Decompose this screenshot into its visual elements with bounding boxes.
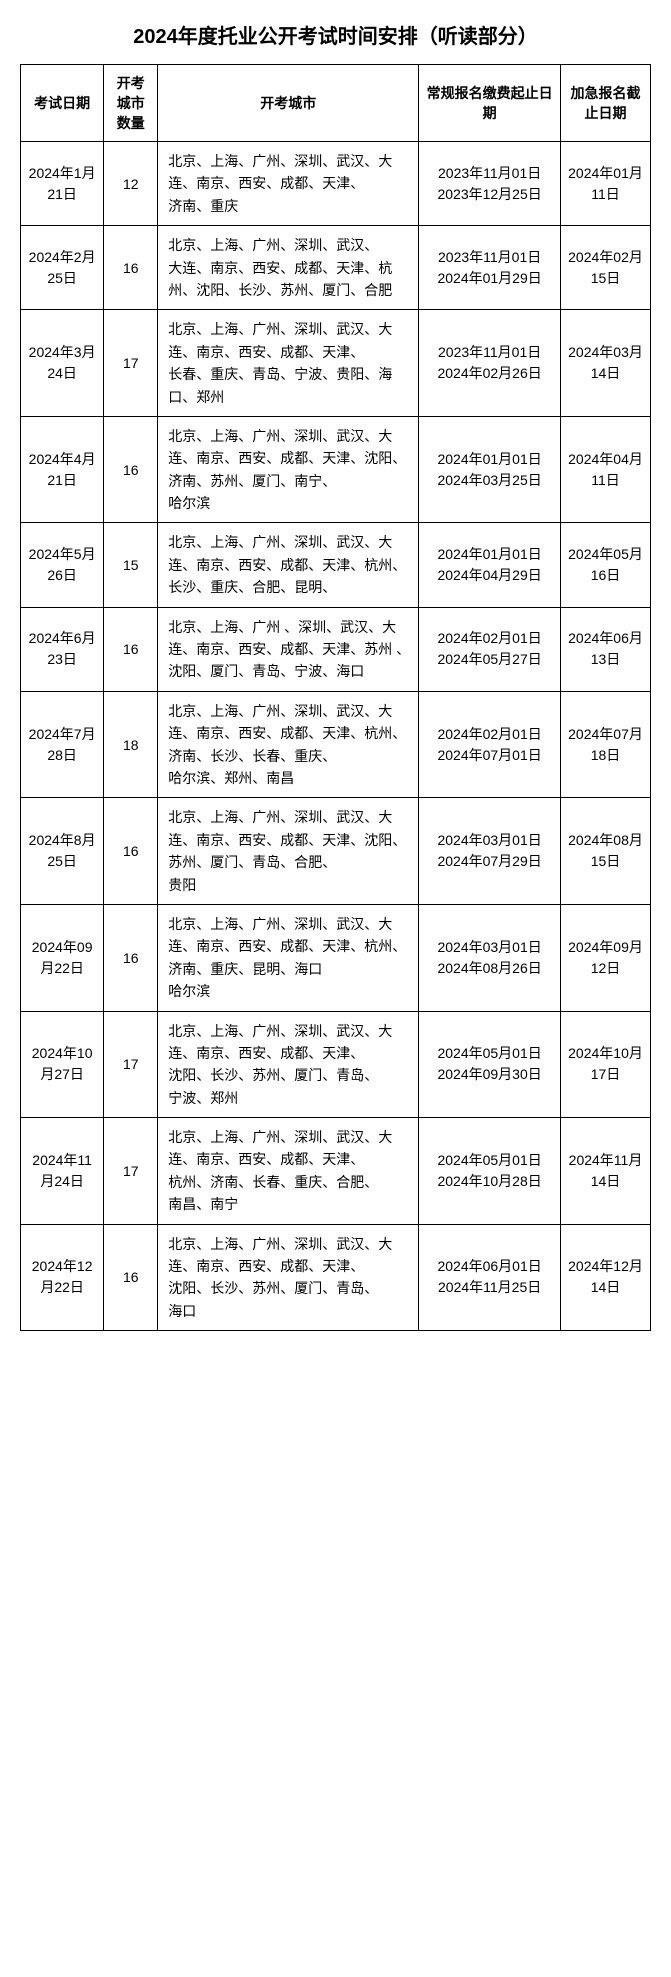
cell-city-count: 17 xyxy=(104,310,158,417)
cell-city-count: 16 xyxy=(104,416,158,523)
cell-cities: 北京、上海、广州、深圳、武汉、大连、南京、西安、成都、天津、沈阳、苏州、厦门、青… xyxy=(158,798,419,905)
table-body: 2024年1月21日12北京、上海、广州、深圳、武汉、大连、南京、西安、成都、天… xyxy=(21,142,651,1331)
cell-cities: 北京、上海、广州、深圳、武汉、大连、南京、西安、成都、天津、沈阳、长沙、苏州、厦… xyxy=(158,1011,419,1118)
table-row: 2024年2月25日16北京、上海、广州、深圳、武汉、大连、南京、西安、成都、天… xyxy=(21,226,651,310)
cell-regular-period: 2023年11月01日2023年12月25日 xyxy=(419,142,561,226)
table-row: 2024年3月24日17北京、上海、广州、深圳、武汉、大连、南京、西安、成都、天… xyxy=(21,310,651,417)
table-row: 2024年7月28日18北京、上海、广州、深圳、武汉、大连、南京、西安、成都、天… xyxy=(21,691,651,798)
cell-exam-date: 2024年8月25日 xyxy=(21,798,104,905)
table-row: 2024年12月22日16北京、上海、广州、深圳、武汉、大连、南京、西安、成都、… xyxy=(21,1224,651,1331)
cell-regular-period: 2024年01月01日2024年03月25日 xyxy=(419,416,561,523)
cell-exam-date: 2024年10月27日 xyxy=(21,1011,104,1118)
cell-urgent-deadline: 2024年08月15日 xyxy=(561,798,651,905)
cell-regular-period: 2024年03月01日2024年07月29日 xyxy=(419,798,561,905)
header-exam-date: 考试日期 xyxy=(21,65,104,142)
table-row: 2024年11月24日17北京、上海、广州、深圳、武汉、大连、南京、西安、成都、… xyxy=(21,1118,651,1225)
table-header-row: 考试日期 开考城市数量 开考城市 常规报名缴费起止日期 加急报名截止日期 xyxy=(21,65,651,142)
cell-urgent-deadline: 2024年11月14日 xyxy=(561,1118,651,1225)
cell-urgent-deadline: 2024年06月13日 xyxy=(561,607,651,691)
cell-urgent-deadline: 2024年01月11日 xyxy=(561,142,651,226)
exam-schedule-table: 考试日期 开考城市数量 开考城市 常规报名缴费起止日期 加急报名截止日期 202… xyxy=(20,64,651,1331)
table-row: 2024年5月26日15北京、上海、广州、深圳、武汉、大连、南京、西安、成都、天… xyxy=(21,523,651,607)
cell-city-count: 17 xyxy=(104,1118,158,1225)
cell-cities: 北京、上海、广州、深圳、武汉、大连、南京、西安、成都、天津、杭州、长沙、重庆、合… xyxy=(158,523,419,607)
cell-exam-date: 2024年6月23日 xyxy=(21,607,104,691)
cell-urgent-deadline: 2024年02月15日 xyxy=(561,226,651,310)
cell-regular-period: 2024年05月01日2024年09月30日 xyxy=(419,1011,561,1118)
cell-exam-date: 2024年12月22日 xyxy=(21,1224,104,1331)
cell-city-count: 16 xyxy=(104,607,158,691)
cell-city-count: 18 xyxy=(104,691,158,798)
cell-urgent-deadline: 2024年10月17日 xyxy=(561,1011,651,1118)
table-row: 2024年1月21日12北京、上海、广州、深圳、武汉、大连、南京、西安、成都、天… xyxy=(21,142,651,226)
cell-exam-date: 2024年5月26日 xyxy=(21,523,104,607)
cell-cities: 北京、上海、广州、深圳、武汉、大连、南京、西安、成都、天津、杭州、济南、长沙、长… xyxy=(158,691,419,798)
cell-city-count: 16 xyxy=(104,1224,158,1331)
cell-exam-date: 2024年11月24日 xyxy=(21,1118,104,1225)
cell-regular-period: 2023年11月01日2024年01月29日 xyxy=(419,226,561,310)
cell-cities: 北京、上海、广州、深圳、武汉、大连、南京、西安、成都、天津、沈阳、长沙、苏州、厦… xyxy=(158,1224,419,1331)
cell-city-count: 12 xyxy=(104,142,158,226)
cell-cities: 北京、上海、广州、深圳、武汉、大连、南京、西安、成都、天津、杭州、沈阳、长沙、苏… xyxy=(158,226,419,310)
cell-cities: 北京、上海、广州 、深圳、武汉、大连、南京、西安、成都、天津、苏州 、沈阳、厦门… xyxy=(158,607,419,691)
cell-regular-period: 2024年01月01日2024年04月29日 xyxy=(419,523,561,607)
table-row: 2024年8月25日16北京、上海、广州、深圳、武汉、大连、南京、西安、成都、天… xyxy=(21,798,651,905)
cell-exam-date: 2024年3月24日 xyxy=(21,310,104,417)
cell-cities: 北京、上海、广州、深圳、武汉、大连、南京、西安、成都、天津、杭州、济南、长春、重… xyxy=(158,1118,419,1225)
header-regular-period: 常规报名缴费起止日期 xyxy=(419,65,561,142)
cell-urgent-deadline: 2024年03月14日 xyxy=(561,310,651,417)
cell-cities: 北京、上海、广州、深圳、武汉、大连、南京、西安、成都、天津、沈阳、济南、苏州、厦… xyxy=(158,416,419,523)
cell-city-count: 16 xyxy=(104,904,158,1011)
cell-exam-date: 2024年09月22日 xyxy=(21,904,104,1011)
header-city-count: 开考城市数量 xyxy=(104,65,158,142)
header-urgent-deadline: 加急报名截止日期 xyxy=(561,65,651,142)
table-row: 2024年09月22日16北京、上海、广州、深圳、武汉、大连、南京、西安、成都、… xyxy=(21,904,651,1011)
cell-regular-period: 2024年06月01日2024年11月25日 xyxy=(419,1224,561,1331)
cell-urgent-deadline: 2024年05月16日 xyxy=(561,523,651,607)
cell-exam-date: 2024年4月21日 xyxy=(21,416,104,523)
cell-regular-period: 2024年02月01日2024年05月27日 xyxy=(419,607,561,691)
table-row: 2024年6月23日16北京、上海、广州 、深圳、武汉、大连、南京、西安、成都、… xyxy=(21,607,651,691)
cell-exam-date: 2024年2月25日 xyxy=(21,226,104,310)
cell-regular-period: 2024年03月01日2024年08月26日 xyxy=(419,904,561,1011)
cell-exam-date: 2024年1月21日 xyxy=(21,142,104,226)
page-title: 2024年度托业公开考试时间安排（听读部分） xyxy=(20,20,651,49)
cell-regular-period: 2023年11月01日2024年02月26日 xyxy=(419,310,561,417)
cell-cities: 北京、上海、广州、深圳、武汉、大连、南京、西安、成都、天津、长春、重庆、青岛、宁… xyxy=(158,310,419,417)
cell-urgent-deadline: 2024年12月14日 xyxy=(561,1224,651,1331)
cell-cities: 北京、上海、广州、深圳、武汉、大连、南京、西安、成都、天津、杭州、济南、重庆、昆… xyxy=(158,904,419,1011)
header-cities: 开考城市 xyxy=(158,65,419,142)
cell-exam-date: 2024年7月28日 xyxy=(21,691,104,798)
cell-cities: 北京、上海、广州、深圳、武汉、大连、南京、西安、成都、天津、济南、重庆 xyxy=(158,142,419,226)
cell-city-count: 16 xyxy=(104,226,158,310)
cell-city-count: 15 xyxy=(104,523,158,607)
cell-urgent-deadline: 2024年07月18日 xyxy=(561,691,651,798)
table-row: 2024年4月21日16北京、上海、广州、深圳、武汉、大连、南京、西安、成都、天… xyxy=(21,416,651,523)
cell-city-count: 17 xyxy=(104,1011,158,1118)
cell-urgent-deadline: 2024年09月12日 xyxy=(561,904,651,1011)
cell-city-count: 16 xyxy=(104,798,158,905)
table-row: 2024年10月27日17北京、上海、广州、深圳、武汉、大连、南京、西安、成都、… xyxy=(21,1011,651,1118)
cell-regular-period: 2024年02月01日2024年07月01日 xyxy=(419,691,561,798)
cell-urgent-deadline: 2024年04月11日 xyxy=(561,416,651,523)
cell-regular-period: 2024年05月01日2024年10月28日 xyxy=(419,1118,561,1225)
